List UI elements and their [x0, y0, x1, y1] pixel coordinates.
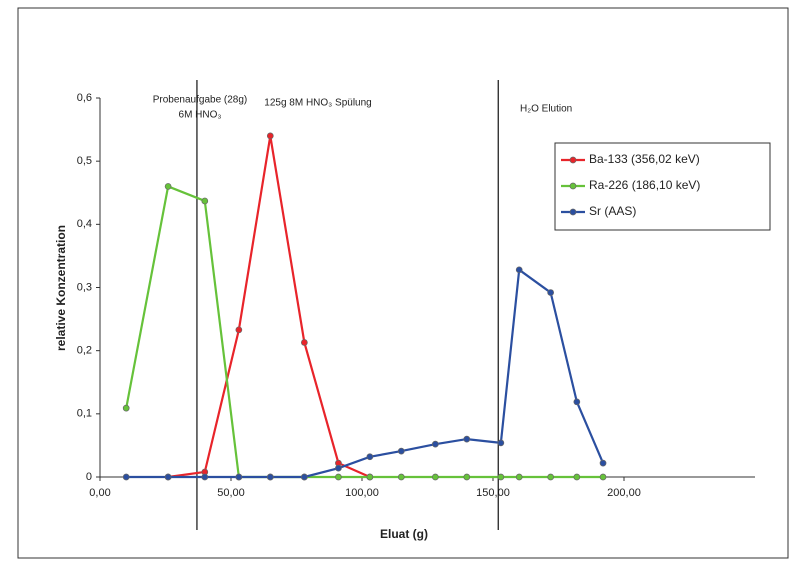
data-point: [599, 459, 607, 467]
data-point: [201, 473, 209, 481]
data-point: [497, 473, 505, 481]
data-point: [122, 473, 130, 481]
y-axis-label: relative Konzentration: [54, 225, 68, 351]
data-point: [497, 439, 505, 447]
data-point: [335, 464, 342, 472]
data-point: [599, 473, 607, 481]
data-point: [573, 398, 581, 406]
annotation: 125g 8M HNO₃ Spülung: [264, 98, 371, 109]
data-point: [547, 473, 554, 481]
x-tick-label: 150,00: [476, 487, 510, 499]
y-tick-label: 0,6: [77, 92, 92, 104]
x-tick-label: 200,00: [607, 487, 641, 499]
x-tick-label: 100,00: [345, 487, 379, 499]
annotation: 6M HNO₃: [179, 110, 222, 121]
y-tick-label: 0,1: [77, 408, 92, 420]
x-axis-label: Eluat (g): [380, 527, 428, 541]
legend-label: Sr (AAS): [589, 204, 636, 218]
legend-label: Ra-226 (186,10 keV): [589, 178, 700, 192]
data-point: [366, 453, 374, 461]
legend-label: Ba-133 (356,02 keV): [589, 152, 700, 166]
chart-frame: [17, 7, 789, 559]
y-tick-label: 0,2: [77, 345, 92, 357]
series-line: [125, 184, 604, 479]
data-point: [164, 473, 172, 481]
legend-box: [554, 142, 771, 231]
y-tick-label: 0: [86, 471, 92, 483]
data-point: [515, 266, 523, 274]
data-point: [235, 473, 243, 481]
data-point: [432, 473, 439, 481]
data-point: [335, 473, 342, 481]
data-point: [397, 473, 405, 481]
data-point: [547, 289, 554, 296]
series-line: [126, 267, 605, 479]
legend-marker: [569, 182, 577, 190]
data-point: [432, 440, 439, 448]
data-point: [122, 404, 130, 412]
data-point: [235, 326, 243, 334]
y-tick-label: 0,3: [77, 281, 92, 293]
legend-marker: [569, 156, 577, 164]
data-point: [266, 132, 274, 140]
data-point: [366, 473, 374, 481]
data-point: [515, 473, 523, 481]
legend-marker: [569, 208, 577, 216]
data-point: [201, 197, 209, 205]
data-point: [463, 435, 471, 443]
data-point: [301, 339, 308, 346]
annotation: Probenaufgabe (28g): [153, 95, 248, 106]
data-point: [301, 473, 308, 481]
data-point: [164, 183, 172, 190]
y-tick-label: 0,5: [77, 155, 92, 167]
x-tick-label: 0,00: [89, 487, 110, 499]
annotation: H₂O Elution: [520, 104, 572, 115]
data-point: [397, 447, 405, 455]
data-point: [463, 473, 471, 481]
y-tick-label: 0,4: [77, 218, 92, 230]
x-tick-label: 50,00: [217, 487, 245, 499]
data-point: [573, 473, 581, 481]
data-point: [266, 473, 274, 481]
